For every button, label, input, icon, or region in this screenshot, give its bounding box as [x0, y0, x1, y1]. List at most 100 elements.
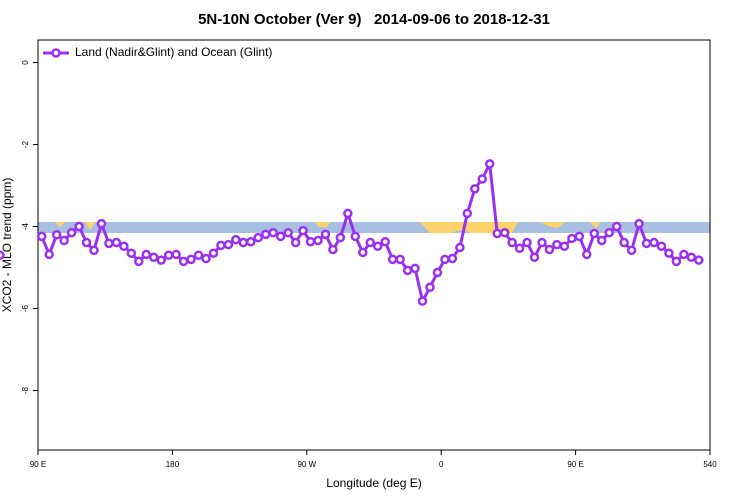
point — [582, 249, 592, 260]
point — [559, 241, 570, 251]
point — [223, 239, 234, 250]
point — [104, 238, 114, 249]
point — [201, 253, 211, 264]
x-axis-label: Longitude (deg E) — [326, 476, 421, 490]
land-shape — [315, 222, 330, 228]
point — [141, 249, 152, 260]
point — [641, 238, 652, 249]
ocean-band — [38, 222, 710, 233]
land-shape — [540, 222, 565, 228]
y-tick-label: -8 — [21, 386, 30, 394]
point — [679, 249, 689, 260]
point — [320, 229, 331, 240]
point — [574, 231, 585, 242]
point — [656, 241, 667, 251]
point — [395, 254, 405, 265]
point — [499, 227, 510, 238]
point — [462, 208, 473, 219]
point — [447, 253, 458, 264]
legend-marker — [51, 48, 61, 58]
point — [186, 254, 196, 265]
point — [492, 228, 502, 239]
point — [484, 159, 495, 169]
point — [440, 254, 450, 265]
point — [111, 237, 122, 248]
point — [365, 237, 376, 248]
y-tick-label: 0 — [21, 60, 30, 65]
point — [313, 235, 323, 246]
x-tick-label: 90 E — [30, 460, 46, 469]
point — [178, 256, 189, 267]
point — [552, 239, 562, 250]
point — [596, 235, 607, 246]
point — [134, 256, 144, 267]
x-tick-label: 90 W — [297, 460, 316, 469]
point — [380, 236, 390, 247]
point — [156, 255, 166, 265]
point — [298, 225, 308, 236]
point — [66, 227, 77, 238]
x-tick-label: 180 — [166, 460, 180, 469]
point — [522, 237, 532, 248]
legend-label: Land (Nadir&Glint) and Ocean (Glint) — [75, 45, 272, 59]
point — [59, 235, 69, 246]
point — [634, 218, 644, 229]
point — [335, 232, 346, 243]
point — [253, 232, 264, 243]
y-tick-label: -4 — [21, 222, 30, 230]
point — [417, 296, 428, 306]
point — [425, 282, 435, 292]
point — [44, 249, 54, 260]
point — [74, 221, 84, 232]
point — [283, 227, 293, 238]
y-tick-label: -6 — [21, 304, 30, 312]
point — [231, 234, 241, 245]
plot-frame — [37, 39, 711, 451]
x-tick-label: 90 E — [567, 460, 583, 469]
point — [89, 245, 99, 256]
point — [171, 249, 181, 260]
point — [350, 231, 361, 242]
x-tick-label: 0 — [439, 460, 444, 469]
point — [126, 248, 137, 258]
point — [238, 237, 249, 248]
point — [604, 227, 614, 238]
point — [268, 227, 278, 238]
point — [96, 218, 107, 229]
point — [36, 231, 47, 242]
point — [290, 237, 301, 248]
point — [507, 237, 517, 248]
point — [611, 221, 622, 232]
point — [328, 244, 338, 255]
point — [649, 237, 659, 248]
point — [686, 252, 697, 263]
point — [664, 248, 674, 258]
map-strip — [38, 222, 710, 233]
point — [567, 233, 577, 244]
point — [51, 230, 62, 240]
point — [305, 236, 316, 247]
point — [343, 208, 353, 219]
x-tick-label: 540 — [703, 460, 717, 469]
point — [81, 237, 92, 248]
point — [455, 242, 465, 253]
point — [529, 252, 540, 263]
point — [260, 229, 271, 240]
point — [0, 250, 5, 260]
point — [372, 241, 383, 251]
point — [119, 241, 129, 251]
point — [694, 255, 704, 265]
point — [402, 265, 413, 276]
point — [671, 256, 682, 267]
point — [216, 240, 226, 251]
chart-title: 5N-10N October (Ver 9) 2014-09-06 to 201… — [198, 11, 550, 28]
point — [537, 237, 547, 248]
point — [208, 248, 219, 258]
point — [432, 267, 443, 278]
point — [163, 250, 174, 260]
point — [358, 247, 368, 258]
point — [246, 236, 256, 247]
point — [589, 228, 600, 239]
